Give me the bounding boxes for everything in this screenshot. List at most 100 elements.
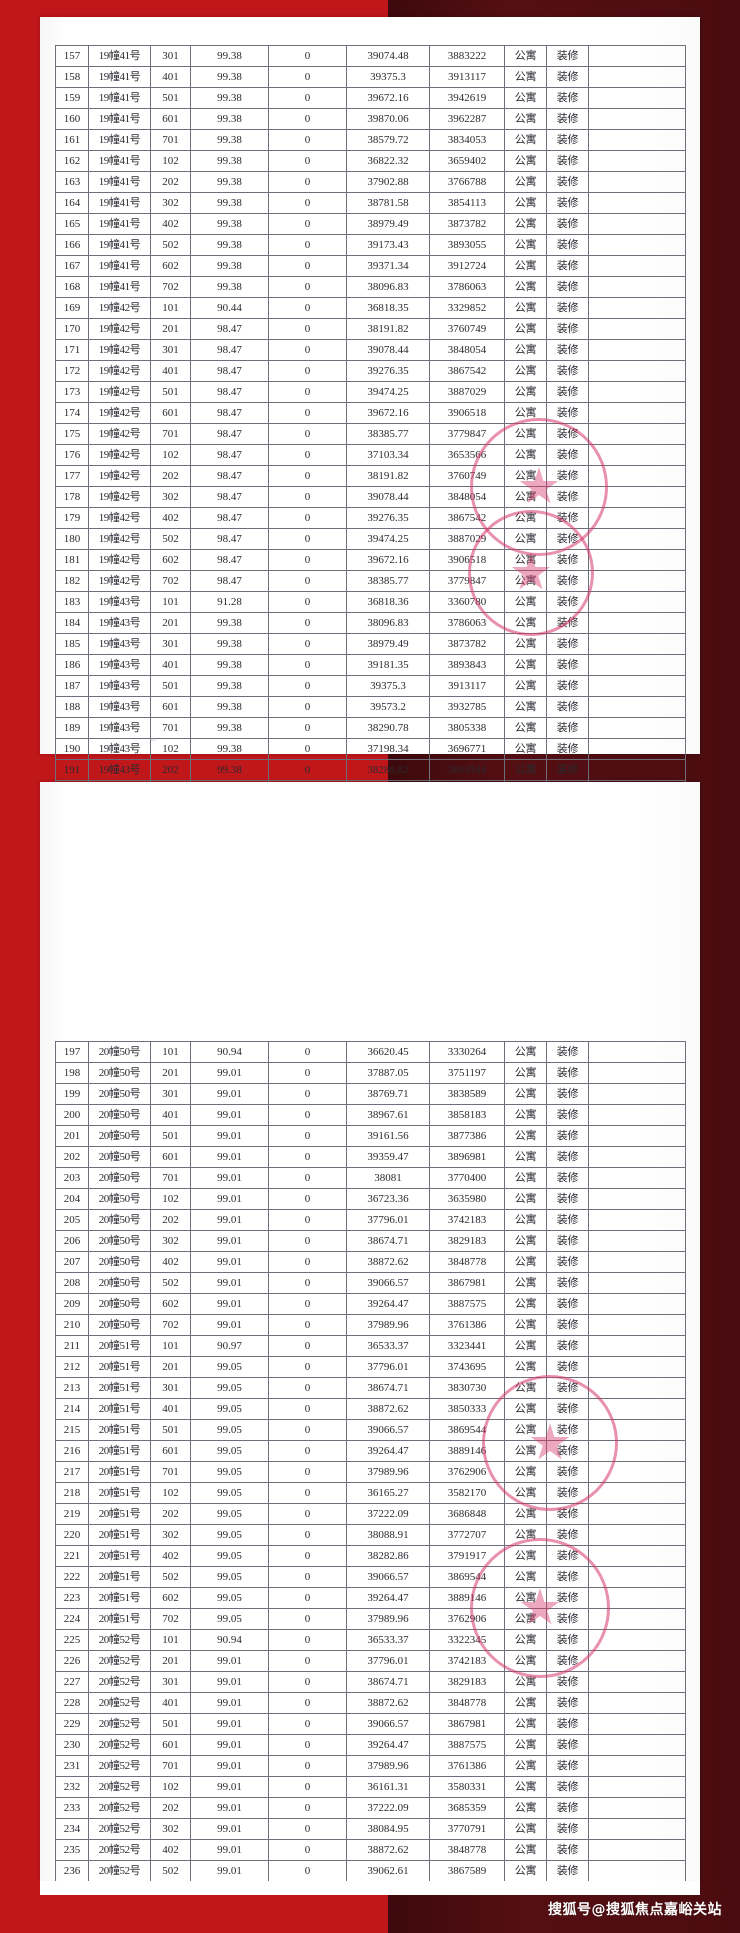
cell-type: 公寓 [504,570,547,592]
cell-zero: 0 [268,549,347,571]
cell-unit: 702 [150,276,191,298]
cell-zero: 0 [268,402,347,424]
cell-unit_price: 38769.71 [346,1083,430,1105]
cell-unit_price: 38191.82 [346,318,430,340]
cell-decoration: 装修 [546,1377,589,1399]
cell-area: 99.05 [190,1377,269,1399]
cell-area: 98.47 [190,381,269,403]
cell-decoration: 装修 [546,1566,589,1588]
cell-unit_price: 39078.44 [346,339,430,361]
cell-zero: 0 [268,66,347,88]
cell-zero: 0 [268,1041,347,1063]
cell-index: 228 [55,1692,89,1714]
cell-decoration: 装修 [546,444,589,466]
cell-zero: 0 [268,507,347,529]
cell-zero: 0 [268,444,347,466]
cell-zero: 0 [268,1377,347,1399]
table-row: 207 20幢50号 402 99.01 0 38872.62 3848778 公寓 装修 [55,1251,686,1273]
cell-decoration: 装修 [546,1545,589,1567]
cell-decoration: 装修 [546,108,589,130]
cell-total_price: 3696771 [429,738,505,760]
cell-decoration: 装修 [546,318,589,340]
cell-type: 公寓 [504,339,547,361]
cell-unit: 102 [150,1776,191,1798]
cell-type: 公寓 [504,1335,547,1357]
cell-zero: 0 [268,213,347,235]
cell-index: 201 [55,1125,89,1147]
cell-note [588,360,686,382]
cell-unit: 602 [150,549,191,571]
cell-area: 90.94 [190,1041,269,1063]
cell-note [588,402,686,424]
table-row: 213 20幢51号 301 99.05 0 38674.71 3830730 公寓 装修 [55,1377,686,1399]
cell-zero: 0 [268,1461,347,1483]
cell-total_price: 3742183 [429,1209,505,1231]
cell-area: 99.05 [190,1503,269,1525]
cell-area: 99.05 [190,1608,269,1630]
cell-area: 99.38 [190,654,269,676]
cell-unit: 601 [150,108,191,130]
cell-decoration: 装修 [546,1503,589,1525]
cell-building: 19幢42号 [88,318,151,340]
cell-total_price: 3906518 [429,402,505,424]
cell-total_price: 3329852 [429,297,505,319]
cell-note [588,759,686,781]
cell-total_price: 3322345 [429,1629,505,1651]
table-row: 214 20幢51号 401 99.05 0 38872.62 3850333 公寓 装修 [55,1398,686,1420]
cell-note [588,528,686,550]
table-row: 205 20幢50号 202 99.01 0 37796.01 3742183 公寓 装修 [55,1209,686,1231]
cell-index: 167 [55,255,89,277]
cell-unit_price: 38290.78 [346,717,430,739]
cell-area: 98.47 [190,465,269,487]
cell-index: 160 [55,108,89,130]
cell-type: 公寓 [504,1209,547,1231]
cell-building: 20幢51号 [88,1398,151,1420]
cell-type: 公寓 [504,1692,547,1714]
cell-building: 20幢50号 [88,1251,151,1273]
cell-area: 99.38 [190,87,269,109]
cell-unit: 202 [150,465,191,487]
table-row: 161 19幢41号 701 99.38 0 38579.72 3834053 公寓 装修 [55,129,686,151]
cell-area: 99.01 [190,1755,269,1777]
cell-unit_price: 37796.01 [346,1209,430,1231]
cell-area: 99.01 [190,1167,269,1189]
cell-total_price: 3742183 [429,1650,505,1672]
cell-index: 207 [55,1251,89,1273]
cell-index: 161 [55,129,89,151]
cell-building: 19幢43号 [88,738,151,760]
cell-unit_price: 38286.82 [346,759,430,781]
cell-type: 公寓 [504,1608,547,1630]
cell-decoration: 装修 [546,675,589,697]
cell-total_price: 3834053 [429,129,505,151]
cell-total_price: 3838589 [429,1083,505,1105]
cell-building: 19幢42号 [88,297,151,319]
cell-unit: 302 [150,1524,191,1546]
cell-unit_price: 38096.83 [346,276,430,298]
cell-note [588,1755,686,1777]
cell-zero: 0 [268,612,347,634]
table-row: 189 19幢43号 701 99.38 0 38290.78 3805338 公寓 装修 [55,717,686,739]
cell-type: 公寓 [504,1860,547,1882]
cell-decoration: 装修 [546,1524,589,1546]
cell-zero: 0 [268,717,347,739]
cell-area: 99.38 [190,150,269,172]
cell-unit: 302 [150,486,191,508]
cell-decoration: 装修 [546,255,589,277]
cell-total_price: 3887575 [429,1293,505,1315]
cell-index: 200 [55,1104,89,1126]
cell-decoration: 装修 [546,1188,589,1210]
cell-unit: 502 [150,1272,191,1294]
cell-note [588,1734,686,1756]
cell-unit: 301 [150,633,191,655]
cell-zero: 0 [268,1797,347,1819]
cell-area: 99.01 [190,1734,269,1756]
table-row: 180 19幢42号 502 98.47 0 39474.25 3887029 公寓 装修 [55,528,686,550]
price-table-body: 197 20幢50号 101 90.94 0 36620.45 3330264 公寓 装修 198… [55,1041,686,1903]
cell-note [588,297,686,319]
cell-decoration: 装修 [546,717,589,739]
cell-unit: 602 [150,1587,191,1609]
cell-type: 公寓 [504,255,547,277]
cell-total_price: 3848054 [429,339,505,361]
cell-type: 公寓 [504,1146,547,1168]
cell-unit_price: 39181.35 [346,654,430,676]
